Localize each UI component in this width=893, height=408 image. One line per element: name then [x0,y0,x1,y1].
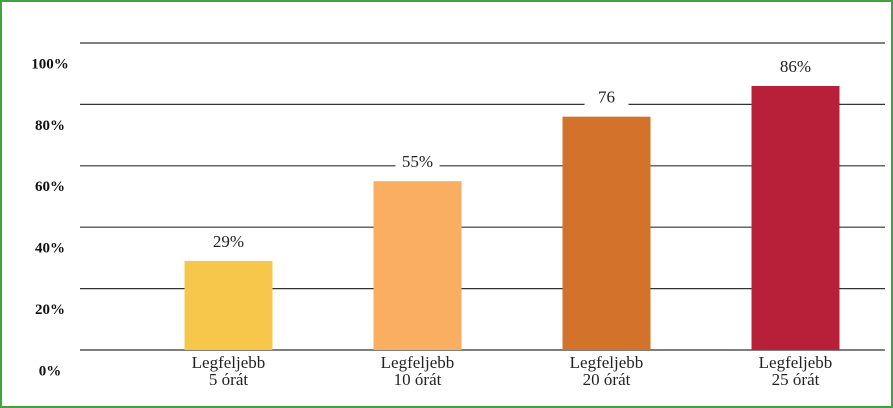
x-tick-label: Legfeljebb 5 órát [191,353,266,389]
y-tick-label: 0% [39,363,62,379]
x-tick-label: Legfeljebb 25 órát [758,353,833,389]
value-label: 29% [213,232,244,251]
value-label: 76 [598,88,615,107]
value-label: 55% [402,152,433,171]
value-label: 86% [780,57,811,76]
value-label-bg [206,230,251,253]
bar [373,181,462,350]
value-label-bg [584,86,629,109]
bar [751,85,840,350]
bar [562,116,651,351]
y-tick-label: 100% [31,56,69,72]
bar [184,260,273,350]
y-tick-label: 60% [35,179,65,195]
value-label-bg [773,55,818,78]
x-tick-label: Legfeljebb 10 órát [380,353,455,389]
y-tick-label: 80% [35,118,65,134]
y-tick-label: 20% [35,302,65,318]
y-tick-label: 40% [35,241,65,257]
value-label-bg [395,151,440,174]
x-tick-label: Legfeljebb 20 órát [569,353,644,389]
